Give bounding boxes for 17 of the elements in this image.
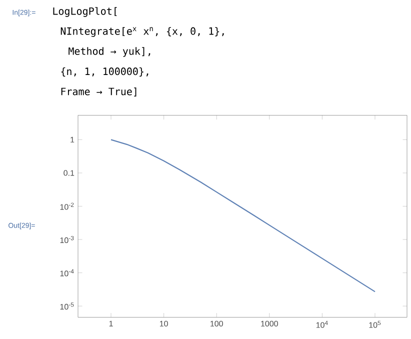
x-tick-label: 100 bbox=[210, 320, 223, 326]
y-tick-label: 10$^{-3}$ bbox=[60, 236, 74, 244]
y-tick-label: 10$^{-2}$ bbox=[60, 202, 74, 210]
text: {n, 1, 100000}, bbox=[61, 67, 148, 77]
text: NIntegrate[e$^{x}$ x$^{n}$, {x, 0, 1}, bbox=[60, 27, 224, 37]
y-tick-label: 1 bbox=[70, 136, 74, 142]
y-tick-label: 10$^{-4}$ bbox=[60, 269, 74, 276]
x-tick-label: 10$^{4}$ bbox=[316, 320, 328, 328]
text: Method → yuk], bbox=[68, 47, 150, 57]
x-tick-label: 10 bbox=[160, 320, 168, 326]
y-tick-label: 0.1 bbox=[64, 170, 74, 176]
x-tick-label: 10$^{5}$ bbox=[369, 320, 381, 328]
y-tick-label: 10$^{-5}$ bbox=[60, 302, 74, 310]
x-tick-label: 1000 bbox=[261, 320, 278, 326]
text: LogLogPlot[ bbox=[53, 7, 117, 17]
x-tick-label: 1 bbox=[109, 320, 113, 326]
text: Frame → True] bbox=[61, 88, 136, 96]
